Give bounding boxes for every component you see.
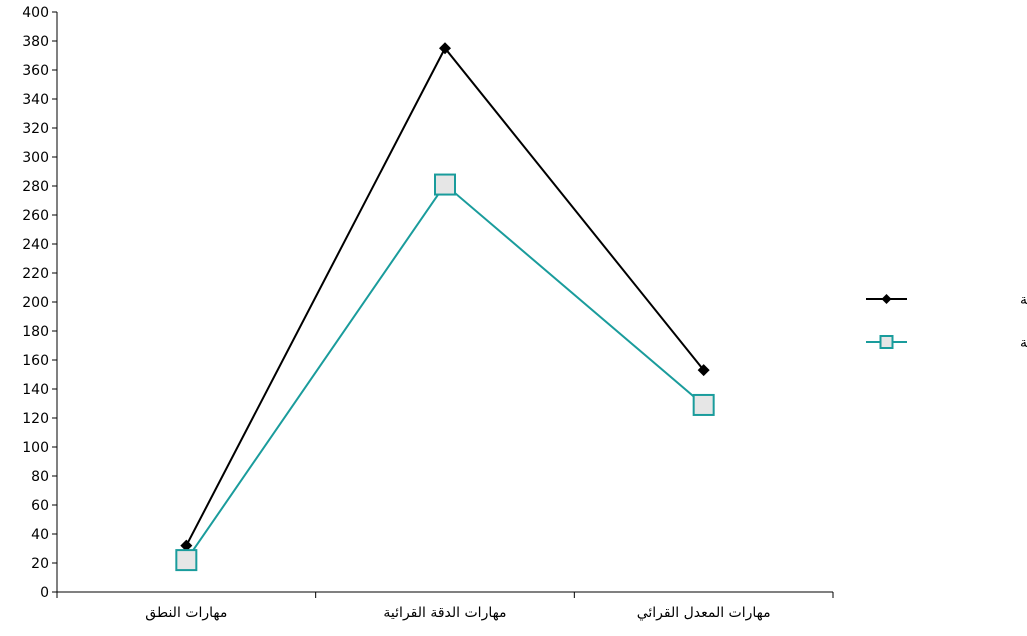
x-category-label: مهارات المعدل القرائي bbox=[637, 605, 771, 621]
y-tick-label: 380 bbox=[22, 34, 49, 50]
y-tick-label: 20 bbox=[31, 556, 49, 572]
legend-item: مجموعة ضابطة bbox=[866, 335, 1027, 351]
x-axis-categories: مهارات النطق مهارات الدقة القرائية مهارات … bbox=[145, 605, 770, 621]
y-tick-label: 180 bbox=[22, 324, 49, 340]
legend-marker-diamond bbox=[881, 294, 892, 304]
y-tick-label: 0 bbox=[40, 585, 49, 601]
data-point-diamond bbox=[697, 364, 710, 377]
data-point-square bbox=[692, 393, 715, 416]
y-tick-label: 40 bbox=[31, 527, 49, 543]
y-tick-label: 320 bbox=[22, 121, 49, 137]
data-point-square bbox=[175, 549, 198, 572]
x-category-label: مهارات النطق bbox=[145, 605, 227, 621]
series-1 bbox=[175, 173, 715, 572]
y-tick-label: 60 bbox=[31, 498, 49, 514]
y-tick-label: 400 bbox=[22, 5, 49, 21]
chart-series bbox=[175, 42, 715, 572]
y-tick-label: 360 bbox=[22, 63, 49, 79]
y-tick-label: 260 bbox=[22, 208, 49, 224]
y-tick-label: 300 bbox=[22, 150, 49, 166]
y-tick-label: 160 bbox=[22, 353, 49, 369]
y-tick-label: 80 bbox=[31, 469, 49, 485]
chart-axes: 0 20 40 60 80 100 120 140 160 180 200 220 240 260 280 3… bbox=[22, 5, 834, 601]
series-0 bbox=[180, 42, 710, 552]
x-category-label: مهارات الدقة القرائية bbox=[383, 605, 506, 621]
series-line bbox=[185, 183, 705, 561]
y-tick-label: 340 bbox=[22, 92, 49, 108]
legend-label: مجموعة تجريبية bbox=[1020, 292, 1027, 308]
legend-marker-square bbox=[879, 335, 894, 349]
chart-legend: مجموعة تجريبية مجموعة ضابطة bbox=[866, 292, 1027, 351]
y-tick-label: 100 bbox=[22, 440, 49, 456]
legend-label: مجموعة ضابطة bbox=[1020, 335, 1027, 351]
y-tick-label: 280 bbox=[22, 179, 49, 195]
series-line bbox=[185, 46, 705, 547]
y-tick-label: 140 bbox=[22, 382, 49, 398]
y-tick-label: 240 bbox=[22, 237, 49, 253]
y-tick-label: 220 bbox=[22, 266, 49, 282]
data-point-diamond bbox=[439, 42, 451, 55]
legend-item: مجموعة تجريبية bbox=[866, 292, 1027, 308]
y-tick-label: 120 bbox=[22, 411, 49, 427]
data-point-square bbox=[434, 173, 456, 196]
y-tick-label: 200 bbox=[22, 295, 49, 311]
data-point-diamond bbox=[180, 539, 193, 552]
